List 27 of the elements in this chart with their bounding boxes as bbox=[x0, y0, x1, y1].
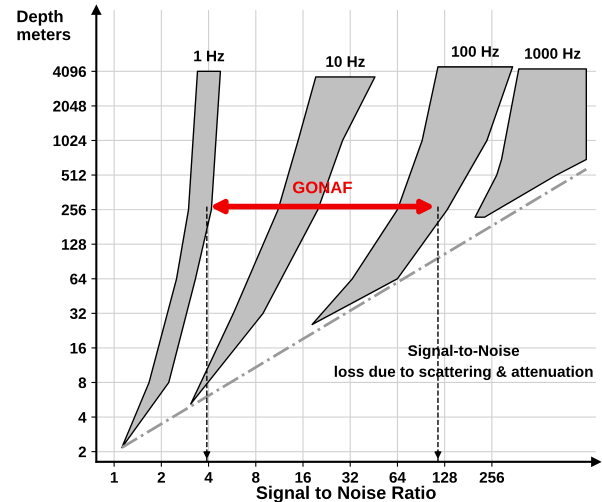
x-tick-label: 64 bbox=[390, 472, 406, 483]
y-tick-label: 512 bbox=[62, 170, 86, 181]
y-tick-label: 16 bbox=[70, 342, 86, 354]
y-tick-label: 256 bbox=[62, 204, 86, 216]
y-tick-label: 1024 bbox=[54, 135, 87, 146]
x-tick-label: 1 bbox=[110, 472, 118, 483]
x-tick-label: 4 bbox=[204, 472, 213, 483]
series-label: 10 Hz bbox=[326, 56, 365, 67]
x-tick-label: 8 bbox=[252, 472, 260, 483]
y-tick-label: 4096 bbox=[52, 66, 86, 78]
series-label: 100 Hz bbox=[452, 46, 499, 57]
y-tick-label: 4 bbox=[78, 412, 87, 423]
x-tick-label: 2 bbox=[158, 472, 165, 483]
y-tick-label: 64 bbox=[70, 274, 87, 284]
y-tick-label: 2048 bbox=[53, 100, 86, 112]
x-tick-label: 32 bbox=[342, 472, 358, 483]
y-tick-label: 2 bbox=[78, 446, 86, 458]
series-label: 1 Hz bbox=[194, 50, 224, 62]
annotation: Signal-to-Noise loss due to scattering & attenuation bbox=[334, 344, 593, 380]
y-tick-label: 8 bbox=[78, 377, 86, 388]
y-axis-title: Depth meters bbox=[17, 10, 70, 40]
x-tick-label: 16 bbox=[295, 472, 311, 483]
x-tick-label: 256 bbox=[480, 472, 504, 483]
series-label: 1000 Hz bbox=[525, 48, 580, 59]
y-tick-label: 128 bbox=[62, 239, 86, 250]
x-tick-label: 128 bbox=[432, 472, 457, 483]
y-tick-label: 32 bbox=[70, 308, 86, 320]
